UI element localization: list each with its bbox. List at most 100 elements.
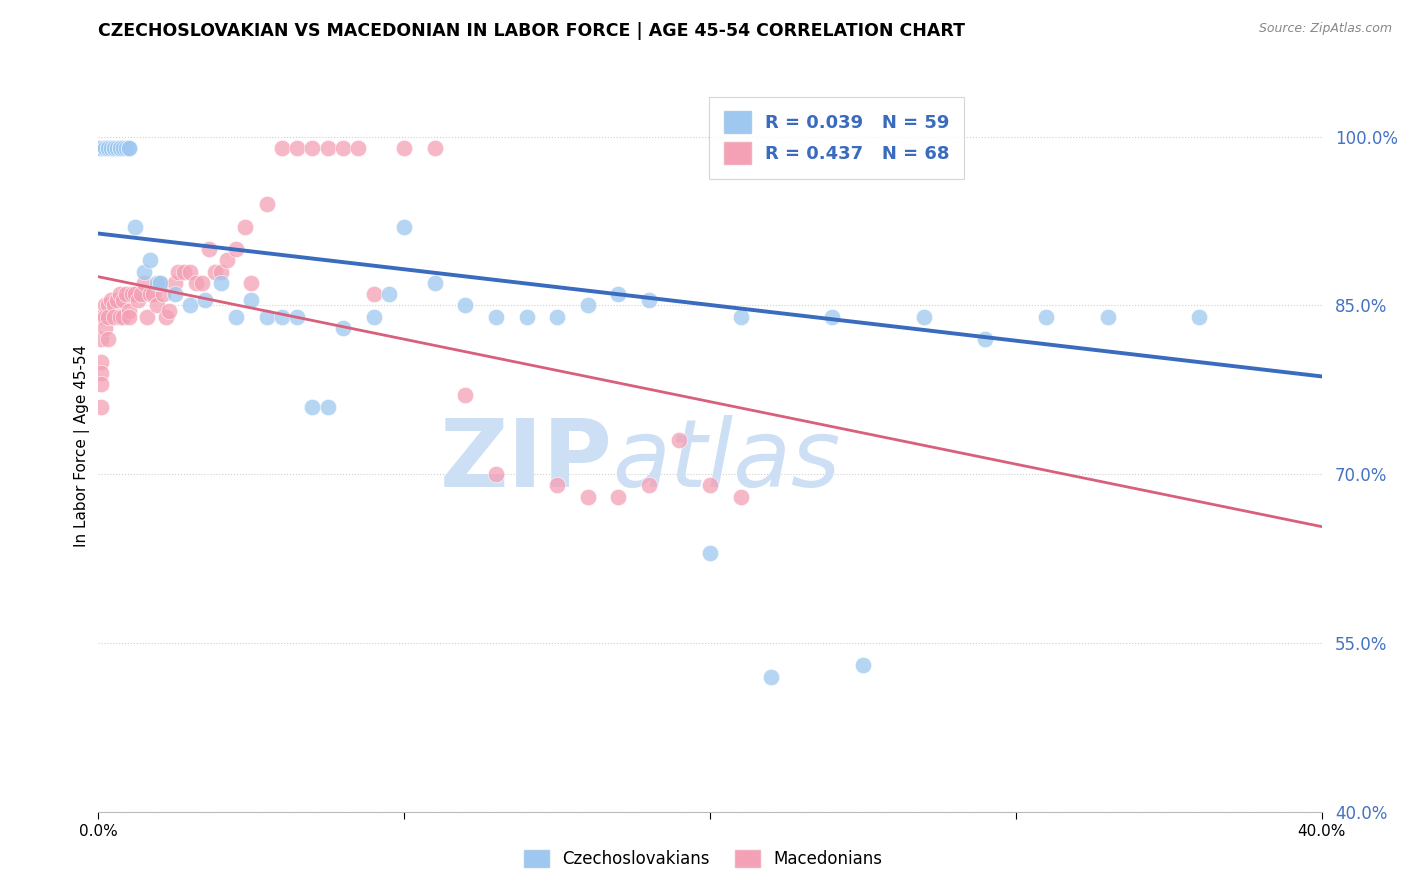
Point bbox=[1097, 310, 1119, 324]
Point bbox=[179, 298, 201, 312]
Point bbox=[139, 287, 162, 301]
Point bbox=[270, 310, 292, 324]
Point bbox=[90, 332, 112, 346]
Point bbox=[108, 310, 131, 324]
Point bbox=[149, 276, 172, 290]
Point bbox=[301, 400, 323, 414]
Point bbox=[142, 287, 165, 301]
Point bbox=[90, 141, 112, 155]
Point bbox=[699, 478, 721, 492]
Point bbox=[90, 310, 112, 324]
Point bbox=[90, 400, 112, 414]
Point bbox=[97, 310, 120, 324]
Point bbox=[129, 287, 152, 301]
Point bbox=[108, 141, 131, 155]
Point bbox=[111, 310, 134, 324]
Point bbox=[301, 141, 323, 155]
Point bbox=[730, 490, 752, 504]
Point bbox=[454, 298, 477, 312]
Point bbox=[347, 141, 370, 155]
Point bbox=[108, 287, 131, 301]
Point bbox=[93, 141, 115, 155]
Point bbox=[90, 141, 112, 155]
Point bbox=[93, 141, 115, 155]
Legend: R = 0.039   N = 59, R = 0.437   N = 68: R = 0.039 N = 59, R = 0.437 N = 68 bbox=[709, 96, 965, 178]
Point bbox=[516, 310, 538, 324]
Point bbox=[152, 287, 174, 301]
Point bbox=[118, 304, 141, 318]
Point bbox=[730, 310, 752, 324]
Point bbox=[363, 287, 385, 301]
Point bbox=[485, 310, 508, 324]
Point bbox=[90, 141, 112, 155]
Point bbox=[93, 141, 115, 155]
Point bbox=[163, 287, 186, 301]
Point bbox=[186, 276, 208, 290]
Legend: Czechoslovakians, Macedonians: Czechoslovakians, Macedonians bbox=[517, 843, 889, 875]
Text: Source: ZipAtlas.com: Source: ZipAtlas.com bbox=[1258, 22, 1392, 36]
Point bbox=[852, 658, 875, 673]
Point bbox=[134, 276, 156, 290]
Point bbox=[285, 310, 308, 324]
Point bbox=[103, 310, 125, 324]
Point bbox=[93, 298, 115, 312]
Point bbox=[668, 434, 690, 448]
Point bbox=[759, 670, 782, 684]
Point bbox=[225, 242, 247, 256]
Point bbox=[90, 366, 112, 380]
Point bbox=[225, 310, 247, 324]
Point bbox=[90, 141, 112, 155]
Point bbox=[209, 264, 232, 278]
Point bbox=[285, 141, 308, 155]
Point bbox=[124, 287, 146, 301]
Point bbox=[423, 141, 446, 155]
Point bbox=[454, 388, 477, 402]
Point bbox=[215, 253, 238, 268]
Point bbox=[485, 467, 508, 482]
Point bbox=[118, 141, 141, 155]
Point bbox=[127, 293, 149, 307]
Point bbox=[821, 310, 844, 324]
Point bbox=[204, 264, 226, 278]
Point bbox=[173, 264, 195, 278]
Point bbox=[118, 310, 141, 324]
Point bbox=[111, 293, 134, 307]
Point bbox=[124, 219, 146, 234]
Point bbox=[392, 219, 416, 234]
Point bbox=[100, 141, 122, 155]
Point bbox=[637, 478, 661, 492]
Point bbox=[167, 264, 190, 278]
Point bbox=[197, 242, 219, 256]
Point bbox=[145, 298, 167, 312]
Point bbox=[145, 276, 167, 290]
Point bbox=[546, 478, 568, 492]
Point bbox=[134, 264, 156, 278]
Point bbox=[118, 141, 141, 155]
Y-axis label: In Labor Force | Age 45-54: In Labor Force | Age 45-54 bbox=[75, 345, 90, 547]
Point bbox=[607, 287, 630, 301]
Point bbox=[93, 321, 115, 335]
Point bbox=[108, 141, 131, 155]
Text: CZECHOSLOVAKIAN VS MACEDONIAN IN LABOR FORCE | AGE 45-54 CORRELATION CHART: CZECHOSLOVAKIAN VS MACEDONIAN IN LABOR F… bbox=[98, 22, 966, 40]
Point bbox=[97, 141, 120, 155]
Point bbox=[423, 276, 446, 290]
Point bbox=[139, 253, 162, 268]
Point bbox=[136, 310, 159, 324]
Point bbox=[332, 141, 354, 155]
Point bbox=[546, 310, 568, 324]
Point bbox=[155, 310, 177, 324]
Point bbox=[607, 490, 630, 504]
Point bbox=[93, 310, 115, 324]
Point bbox=[100, 293, 122, 307]
Point bbox=[191, 276, 214, 290]
Point bbox=[256, 310, 278, 324]
Point bbox=[90, 377, 112, 392]
Point bbox=[1188, 310, 1211, 324]
Point bbox=[115, 287, 138, 301]
Point bbox=[270, 141, 292, 155]
Point bbox=[163, 276, 186, 290]
Point bbox=[699, 546, 721, 560]
Point bbox=[111, 141, 134, 155]
Point bbox=[105, 141, 128, 155]
Point bbox=[115, 141, 138, 155]
